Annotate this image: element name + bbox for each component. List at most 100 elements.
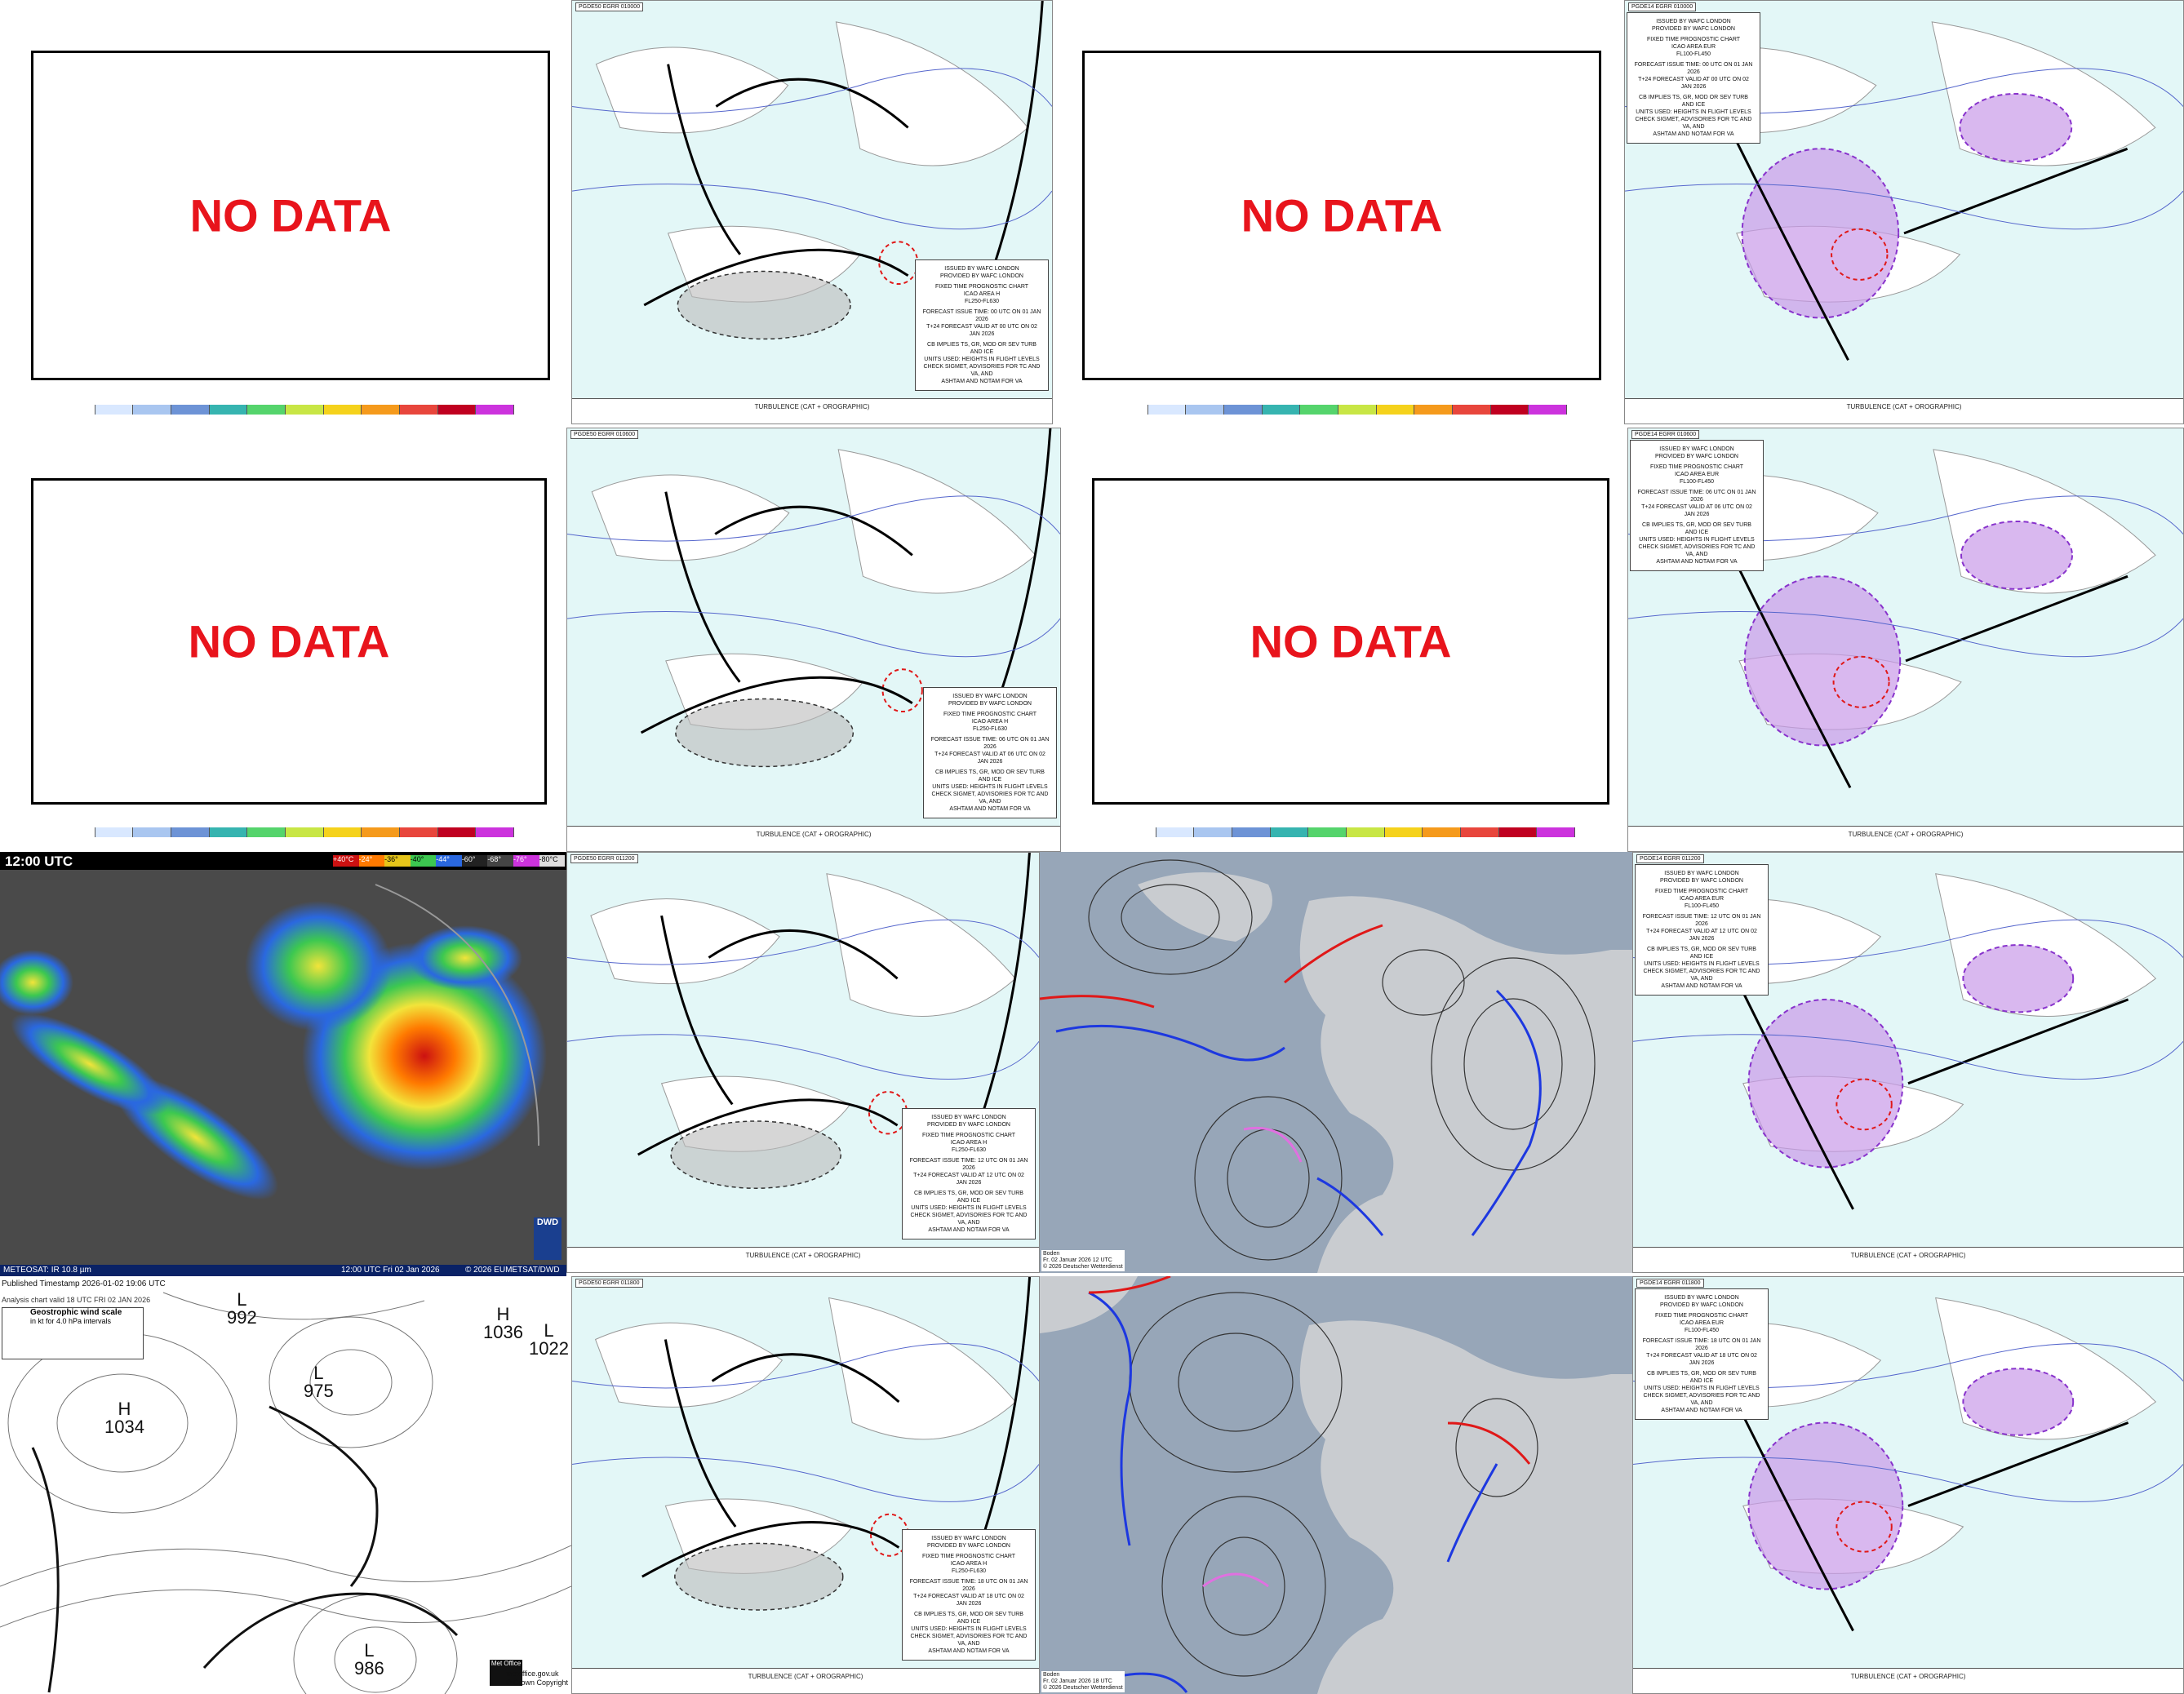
turbulence-legend: TURBULENCE (CAT + OROGRAPHIC) — [567, 826, 1060, 851]
colorbar-swatch — [1414, 405, 1454, 415]
info-line: FL250-FL630 — [951, 1147, 987, 1153]
colorbar-swatch — [95, 405, 134, 415]
info-line: CB IMPLIES TS, GR, MOD OR SEV TURB AND I… — [1639, 95, 1748, 108]
sigwx-map — [567, 428, 1060, 788]
legend-title: TURBULENCE (CAT + OROGRAPHIC) — [1850, 1252, 1966, 1259]
dwd-surface-analysis-12[interactable]: Boden Fr. 02 Januar 2026 12 UTC © 2026 D… — [1040, 852, 1632, 1273]
info-line: ICAO AREA EUR — [1679, 1320, 1725, 1326]
colorbar-swatch — [1308, 827, 1347, 837]
legend-title: TURBULENCE (CAT + OROGRAPHIC) — [756, 831, 872, 838]
chart-info-box: ISSUED BY WAFC LONDON PROVIDED BY WAFC LO… — [1630, 440, 1764, 571]
info-line: T+24 FORECAST VALID AT 00 UTC ON 02 JAN … — [926, 324, 1037, 337]
scale-label: -36° — [384, 855, 411, 867]
info-line: FL100-FL450 — [1679, 479, 1715, 485]
legend-title: TURBULENCE (CAT + OROGRAPHIC) — [1850, 1673, 1966, 1680]
wind-scale-title: Geostrophic wind scale — [30, 1308, 122, 1317]
copyright-line: © Crown Copyright — [505, 1678, 568, 1687]
caption-line: © 2026 Deutscher Wetterdienst — [1043, 1264, 1123, 1270]
scale-label: -40° — [410, 855, 437, 867]
scale-label: -60° — [461, 855, 488, 867]
caption-line: Boden — [1043, 1672, 1060, 1678]
published-timestamp: Published Timestamp 2026-01-02 19:06 UTC — [2, 1279, 166, 1288]
info-line: ICAO AREA EUR — [1674, 472, 1720, 477]
sigwx-map — [1633, 1297, 2183, 1632]
caption-line: Fr. 02 Januar 2026 12 UTC — [1043, 1257, 1112, 1263]
info-line: ISSUED BY WAFC LONDON — [1664, 871, 1739, 876]
info-line: FIXED TIME PROGNOSTIC CHART — [934, 284, 1029, 290]
satellite-image[interactable]: 12:00 UTC +40°C -24° -36° -40° -44° -60°… — [0, 852, 566, 1276]
nodata-frame: NO DATA — [1082, 51, 1601, 380]
chart-header: PGDE50 EGRR 011800 — [575, 1279, 643, 1288]
satellite-scale: +40°C -24° -36° -40° -44° -60° -68° -76°… — [333, 855, 566, 867]
info-line: ISSUED BY WAFC LONDON — [931, 1115, 1006, 1120]
colorbar-swatch — [133, 827, 172, 837]
info-line: UNITS USED: HEIGHTS IN FLIGHT LEVELS — [911, 1205, 1027, 1211]
pressure-label: L 1022 — [529, 1320, 569, 1359]
sigwx-chart-eur-12[interactable]: PGDE14 EGRR 011200 ISSUED BY WAFC LONDON P… — [1632, 852, 2184, 1273]
colorbar-swatch — [1384, 827, 1423, 837]
info-line: T+24 FORECAST VALID AT 18 UTC ON 02 JAN … — [1646, 1353, 1757, 1366]
sigwx-chart-h-00[interactable]: PGDE50 EGRR 010000 ISSUED BY WAFC LONDON P… — [571, 0, 1053, 424]
scale-label: -68° — [487, 855, 513, 867]
info-line: ASHTAM AND NOTAM FOR VA — [1661, 983, 1742, 989]
sigwx-chart-eur-00[interactable]: PGDE14 EGRR 010000 ISSUED BY WAFC LONDON P… — [1624, 0, 2184, 424]
info-line: CHECK SIGMET, ADVISORIES FOR TC AND VA, … — [1635, 117, 1752, 130]
sigwx-chart-eur-18[interactable]: PGDE14 EGRR 011800 ISSUED BY WAFC LONDON P… — [1632, 1276, 2184, 1694]
colorbar-swatch — [400, 827, 438, 837]
scale-label: -24° — [358, 855, 385, 867]
sigwx-chart-h-18[interactable]: PGDE50 EGRR 011800 ISSUED BY WAFC LONDON P… — [571, 1276, 1040, 1694]
info-line: CB IMPLIES TS, GR, MOD OR SEV TURB AND I… — [1642, 522, 1751, 535]
nodata-panel-3: NO DATA — [0, 428, 566, 852]
info-line: PROVIDED BY WAFC LONDON — [927, 1543, 1010, 1549]
info-line: FORECAST ISSUE TIME: 12 UTC ON 01 JAN 20… — [1642, 914, 1761, 927]
sigwx-map — [572, 1, 1052, 361]
chart-header: PGDE50 EGRR 010000 — [575, 2, 644, 11]
colorbar-swatch — [1118, 827, 1156, 837]
geostrophic-wind-scale: Geostrophic wind scale in kt for 4.0 hPa… — [2, 1307, 144, 1359]
colorbar-swatch — [133, 405, 172, 415]
chart-header: PGDE14 EGRR 010000 — [1628, 2, 1697, 11]
turbulence-legend: TURBULENCE (CAT + OROGRAPHIC) — [572, 398, 1052, 424]
dwd-surface-analysis-18[interactable]: Boden Fr. 02 Januar 2026 18 UTC © 2026 D… — [1040, 1276, 1632, 1694]
colorbar-swatch — [400, 405, 438, 415]
info-line: PROVIDED BY WAFC LONDON — [1652, 26, 1735, 32]
info-line: FL250-FL630 — [972, 726, 1008, 732]
legend-title: TURBULENCE (CAT + OROGRAPHIC) — [1846, 403, 1962, 410]
info-line: CHECK SIGMET, ADVISORIES FOR TC AND VA, … — [923, 364, 1041, 377]
colorbar-swatch — [57, 405, 95, 415]
turbulence-legend: TURBULENCE (CAT + OROGRAPHIC) — [1633, 1668, 2183, 1693]
info-line: T+24 FORECAST VALID AT 12 UTC ON 02 JAN … — [913, 1173, 1024, 1186]
info-line: FIXED TIME PROGNOSTIC CHART — [921, 1133, 1016, 1138]
nodata-frame: NO DATA — [31, 51, 550, 380]
colorbar-swatch — [247, 827, 286, 837]
colorbar-swatch — [1423, 827, 1462, 837]
info-line: PROVIDED BY WAFC LONDON — [948, 701, 1032, 707]
turbulence-legend: TURBULENCE (CAT + OROGRAPHIC) — [567, 1247, 1039, 1272]
info-line: ISSUED BY WAFC LONDON — [931, 1536, 1006, 1541]
info-line: ASHTAM AND NOTAM FOR VA — [941, 379, 1023, 384]
metoffice-analysis[interactable]: Published Timestamp 2026-01-02 19:06 UTC… — [0, 1276, 571, 1694]
info-line: PROVIDED BY WAFC LONDON — [1660, 1302, 1743, 1308]
analysis-caption: Boden Fr. 02 Januar 2026 12 UTC © 2026 D… — [1041, 1250, 1125, 1271]
colorbar-swatch — [1347, 827, 1385, 837]
info-line: FORECAST ISSUE TIME: 18 UTC ON 01 JAN 20… — [909, 1579, 1028, 1592]
sigwx-map — [1628, 449, 2183, 788]
colorbar-swatch — [323, 827, 362, 837]
info-line: ICAO AREA H — [950, 1561, 988, 1567]
sigwx-chart-h-06[interactable]: PGDE50 EGRR 010600 ISSUED BY WAFC LONDON P… — [566, 428, 1061, 852]
nodata-frame: NO DATA — [31, 478, 547, 805]
colorbar-swatch — [362, 405, 401, 415]
info-line: UNITS USED: HEIGHTS IN FLIGHT LEVELS — [924, 357, 1040, 362]
info-line: UNITS USED: HEIGHTS IN FLIGHT LEVELS — [1644, 961, 1760, 967]
colorbar-swatch — [286, 827, 324, 837]
sigwx-chart-eur-06[interactable]: PGDE14 EGRR 010600 ISSUED BY WAFC LONDON P… — [1627, 428, 2184, 852]
colorbar-swatch — [1156, 827, 1195, 837]
turbulence-legend: TURBULENCE (CAT + OROGRAPHIC) — [1628, 826, 2183, 851]
chart-header: PGDE14 EGRR 011800 — [1636, 1279, 1704, 1288]
sigwx-chart-h-12[interactable]: PGDE50 EGRR 011200 ISSUED BY WAFC LONDON P… — [566, 852, 1040, 1273]
analysis-map — [0, 1292, 571, 1694]
chart-header: PGDE50 EGRR 011200 — [570, 854, 638, 863]
colorbar-swatch — [95, 827, 134, 837]
info-line: CHECK SIGMET, ADVISORIES FOR TC AND VA, … — [910, 1634, 1028, 1647]
info-line: ASHTAM AND NOTAM FOR VA — [928, 1227, 1010, 1233]
